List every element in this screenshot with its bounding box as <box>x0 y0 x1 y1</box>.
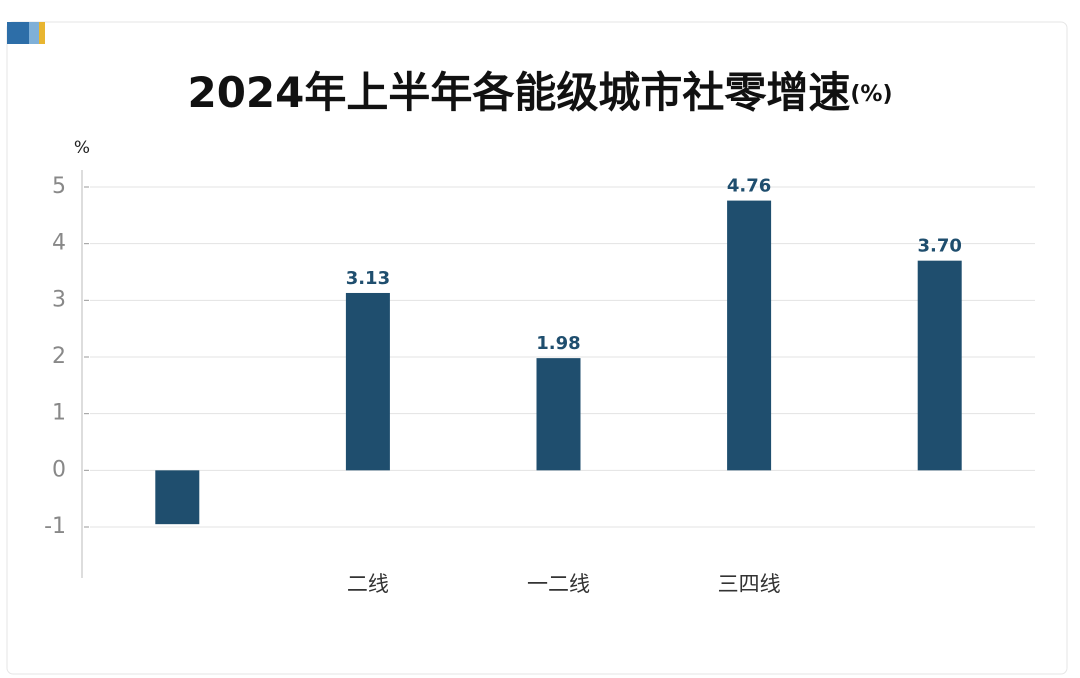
x-tick-label: 三四线 <box>718 572 781 596</box>
decor <box>7 22 29 44</box>
y-tick-label: -1 <box>44 514 66 539</box>
y-tick-label: 3 <box>52 287 66 312</box>
x-tick-label: 二线 <box>347 572 389 596</box>
chart-title: 2024年上半年各能级城市社零增速(%) <box>187 68 892 117</box>
card <box>6 21 1068 675</box>
decor <box>29 22 39 44</box>
y-axis-label: % <box>74 138 90 158</box>
bar <box>155 470 200 525</box>
bar <box>727 200 772 471</box>
bar <box>536 358 581 471</box>
decor <box>39 22 45 44</box>
y-tick-label: 2 <box>52 344 66 369</box>
value-label: 3.70 <box>917 236 961 257</box>
y-tick-label: 0 <box>52 457 66 482</box>
bar <box>917 260 962 471</box>
y-tick-label: 1 <box>52 401 66 426</box>
value-label: 1.98 <box>536 333 580 354</box>
value-label: 4.76 <box>727 176 771 197</box>
bar <box>345 292 390 471</box>
value-label: 3.13 <box>346 268 390 289</box>
y-tick-label: 5 <box>52 174 66 199</box>
x-tick-label: 一二线 <box>527 572 590 596</box>
y-tick-label: 4 <box>52 231 66 256</box>
